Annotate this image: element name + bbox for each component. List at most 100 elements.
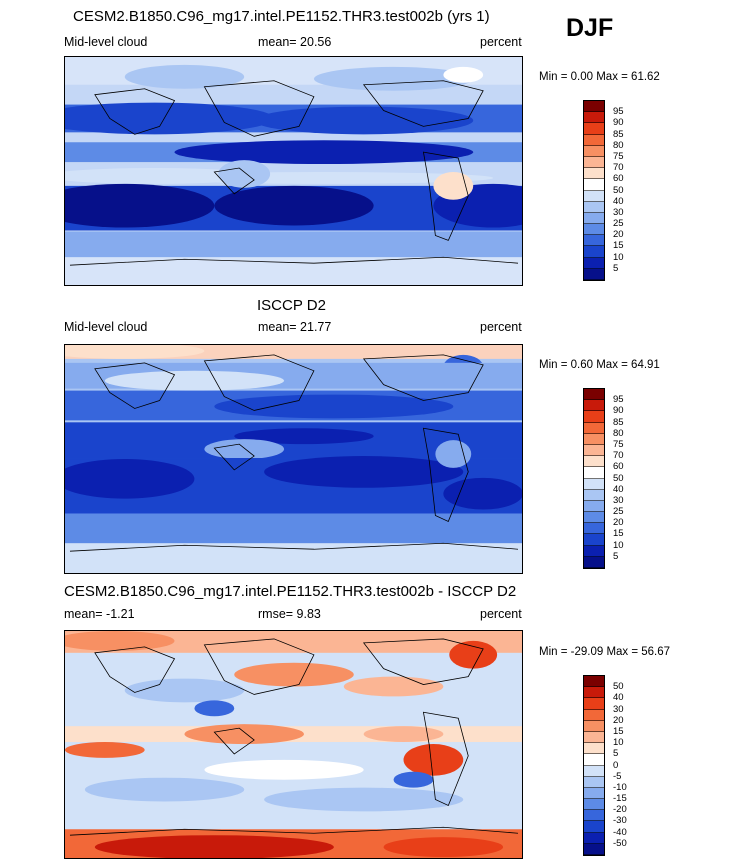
- colorbar-tick-label: 20: [613, 517, 624, 529]
- panel-1-mean-label: mean= 20.56: [258, 35, 332, 49]
- colorbar-tick-label: 15: [613, 240, 624, 252]
- colorbar-swatch: [584, 190, 604, 202]
- colorbar-tick-label: 15: [613, 528, 624, 540]
- colorbar-swatch: [584, 821, 604, 833]
- colorbar-swatch: [584, 123, 604, 135]
- colorbar-tick-label: 80: [613, 427, 624, 439]
- colorbar-swatch: [584, 500, 604, 513]
- colorbar-tick-label: 95: [613, 394, 624, 406]
- colorbar-swatch: [584, 843, 604, 855]
- colorbar-swatch: [584, 168, 604, 180]
- panel-1-minmax: Min = 0.00 Max = 61.62: [539, 71, 660, 83]
- colorbar-tick-label: 30: [613, 703, 624, 715]
- colorbar-swatch: [584, 810, 604, 822]
- panel-3-rmse-label: rmse= 9.83: [258, 607, 321, 621]
- panel-3-title: CESM2.B1850.C96_mg17.intel.PE1152.THR3.t…: [64, 583, 517, 600]
- colorbar-tick-label: 85: [613, 416, 624, 428]
- colorbar-swatch: [584, 444, 604, 457]
- colorbar-tick-label: 10: [613, 539, 624, 551]
- colorbar-swatch: [584, 765, 604, 777]
- colorbar-tick-label: 10: [613, 251, 624, 263]
- colorbar-tick-label: 50: [613, 681, 624, 693]
- colorbar-tick-label: 5: [613, 262, 619, 274]
- colorbar-tick-label: 90: [613, 405, 624, 417]
- colorbar-tick-label: 25: [613, 218, 624, 230]
- colorbar-tick-label: -5: [613, 770, 622, 782]
- colorbar-swatch: [584, 467, 604, 479]
- colorbar-swatch: [584, 179, 604, 191]
- panel-1-variable-label: Mid-level cloud: [64, 35, 148, 49]
- colorbar-swatch: [584, 134, 604, 146]
- colorbar-swatch: [584, 512, 604, 524]
- colorbar-swatch: [584, 534, 604, 546]
- colorbar-swatch: [584, 422, 604, 434]
- colorbar-swatch: [584, 456, 604, 468]
- colorbar-swatch: [584, 709, 604, 721]
- colorbar-swatch: [584, 676, 604, 688]
- colorbar-tick-label: 5: [613, 748, 619, 760]
- colorbar-tick-label: 60: [613, 461, 624, 473]
- colorbar-tick-label: 40: [613, 483, 624, 495]
- colorbar-tick-label: 15: [613, 725, 624, 737]
- colorbar-swatch: [584, 776, 604, 788]
- panel-1-map-field: [65, 57, 522, 285]
- colorbar-tick-label: 60: [613, 173, 624, 185]
- colorbar-tick-label: -50: [613, 837, 627, 849]
- colorbar-tick-label: 5: [613, 550, 619, 562]
- colorbar-tick-label: 10: [613, 737, 624, 749]
- colorbar-tick-label: -15: [613, 793, 627, 805]
- colorbar-tick-label: 70: [613, 450, 624, 462]
- colorbar-swatch: [584, 698, 604, 710]
- colorbar-tick-label: 30: [613, 206, 624, 218]
- colorbar-tick-label: 40: [613, 195, 624, 207]
- colorbar-tick-label: 75: [613, 150, 624, 162]
- colorbar-swatch: [584, 787, 604, 800]
- colorbar-tick-label: 40: [613, 692, 624, 704]
- colorbar-swatch: [584, 545, 604, 557]
- colorbar-tick-label: 0: [613, 759, 619, 771]
- colorbar-tick-label: 20: [613, 714, 624, 726]
- panel-3-colorbar: 50 40 30 20 15 10 5 0 -5 -10 -15 -20 -30 -40 -50: [583, 675, 627, 856]
- colorbar-swatch: [584, 246, 604, 258]
- colorbar-swatch: [584, 389, 604, 401]
- colorbar-swatch: [584, 754, 604, 766]
- colorbar-swatch: [584, 523, 604, 535]
- panel-2-title: ISCCP D2: [257, 297, 326, 314]
- colorbar-swatch: [584, 400, 604, 412]
- panel-1-units-label: percent: [480, 35, 522, 49]
- colorbar-swatch: [584, 201, 604, 213]
- colorbar-swatch: [584, 156, 604, 169]
- colorbar-tick-label: -30: [613, 815, 627, 827]
- colorbar-swatch: [584, 687, 604, 699]
- colorbar-swatch: [584, 832, 604, 844]
- colorbar-swatch: [584, 478, 604, 490]
- colorbar-swatch: [584, 101, 604, 113]
- colorbar-tick-label: -20: [613, 804, 627, 816]
- colorbar-swatch: [584, 212, 604, 225]
- colorbar-swatch: [584, 731, 604, 744]
- colorbar-tick-label: 70: [613, 162, 624, 174]
- colorbar-tick-label: 95: [613, 106, 624, 118]
- colorbar-swatch: [584, 433, 604, 445]
- colorbar-swatch: [584, 112, 604, 124]
- colorbar-tick-label: 30: [613, 494, 624, 506]
- colorbar-tick-label: 80: [613, 139, 624, 151]
- panel-2-mean-label: mean= 21.77: [258, 320, 332, 334]
- colorbar-swatch: [584, 743, 604, 755]
- colorbar-tick-label: 25: [613, 506, 624, 518]
- panel-3-minmax: Min = -29.09 Max = 56.67: [539, 646, 671, 658]
- panel-1-colorbar: 95 90 85 80 75 70 60 50 40 30 25 20 15 10 5: [583, 100, 624, 281]
- panel-2-map: [64, 344, 523, 574]
- panel-2-map-field: [65, 345, 522, 573]
- panel-2-minmax: Min = 0.60 Max = 64.91: [539, 359, 660, 371]
- panel-3-mean-label: mean= -1.21: [64, 607, 135, 621]
- colorbar-swatch: [584, 257, 604, 269]
- colorbar-swatch: [584, 799, 604, 811]
- colorbar-swatch: [584, 224, 604, 236]
- season-label: DJF: [566, 14, 614, 42]
- colorbar-swatch: [584, 268, 604, 280]
- panel-3-map-field: [65, 631, 522, 858]
- colorbar-swatch: [584, 145, 604, 157]
- colorbar-tick-label: -40: [613, 826, 627, 838]
- colorbar-swatch: [584, 556, 604, 568]
